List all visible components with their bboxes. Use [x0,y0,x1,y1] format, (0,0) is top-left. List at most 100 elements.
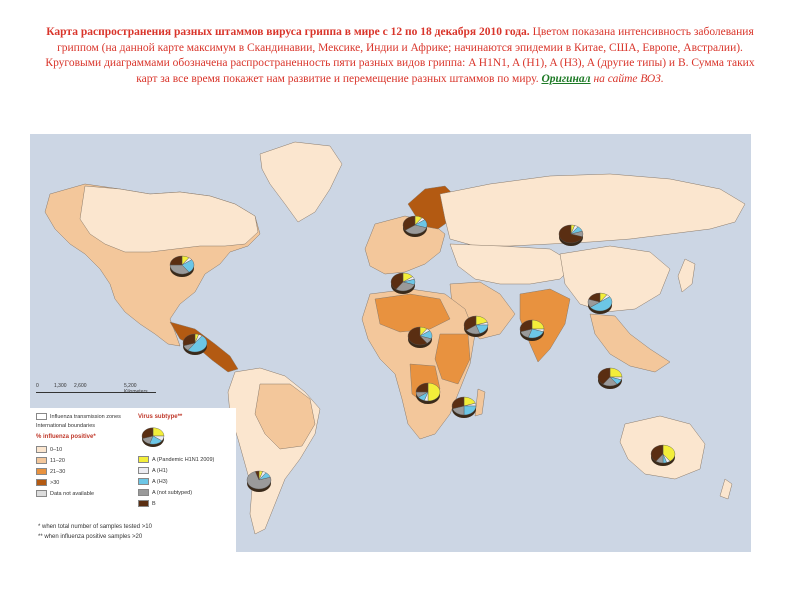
pie-europe [390,272,416,294]
map-caption: Карта распространения разных штаммов вир… [40,25,760,87]
new-zealand-shape [719,478,733,500]
range-swatch [36,490,47,497]
pie-south-america [246,470,272,492]
caption-text: Цветом показана интенсивность заболевани… [45,26,755,85]
subtype-swatch [138,478,149,485]
southeast-asia-shape [589,313,671,373]
subtype-swatch [138,489,149,496]
subtype-label: A (not subtyped) [152,489,193,496]
range-swatch [36,457,47,464]
legend-subtype-3: A (not subtyped) [138,489,192,496]
pie-north-africa [407,326,433,348]
pie-slice [152,427,165,437]
pie-slice [255,470,260,481]
pie-slice [169,255,183,266]
pie-layer [169,215,676,492]
pie-slice [169,264,190,275]
pie-usa [169,255,195,277]
scale-tick-2: 2,600 [74,383,87,389]
legend-zones: Influenza transmission zones [36,413,121,420]
legend-subtype-1: A (H1) [138,467,168,474]
brazil-shape [254,383,316,450]
zones-label: Influenza transmission zones [50,413,121,420]
caption-title: Карта распространения разных штаммов вир… [46,26,530,38]
subtype-label: A (H1) [152,467,168,474]
subtype-label: A (Pandemic H1N1 2009) [152,456,215,463]
pie-middle-east [463,315,489,337]
pie-slice [662,444,676,462]
pie-west-africa [415,382,441,404]
zones-swatch [36,413,47,420]
central-asia-shape [449,243,576,285]
legend-range-4: Data not available [36,490,94,497]
scale-tick-0: 0 [36,383,39,389]
legend-range-0: 0–10 [36,446,62,453]
pie-scandinavia [402,215,428,237]
pie-slice [141,427,154,439]
pie-slice [404,224,427,235]
map-legend: Influenza transmission zones Internation… [30,408,236,552]
pie-slice [519,319,533,333]
scale-tick-1: 1,300 [54,383,67,389]
pie-slice [407,326,428,346]
pie-slice [463,315,477,331]
pie-slice [589,296,613,312]
pie-slice [402,215,416,231]
pie-slice [187,335,208,353]
pie-china [587,292,613,314]
subtype-swatch [138,500,149,507]
footnote-2: ** when influenza positive samples >20 [38,534,143,540]
china-shape [559,245,671,313]
boundaries-label: International boundaries [36,423,96,429]
pie-southeast-asia [597,367,623,389]
original-link[interactable]: Оригинал [541,72,591,85]
legend-subtype-0: A (Pandemic H1N1 2009) [138,456,214,463]
pie-slice [588,292,601,303]
range-label: 21–30 [50,468,66,475]
legend-range-1: 11–20 [36,457,65,464]
pie-mexico [182,333,208,355]
positive-title: % influenza positive* [36,434,96,440]
range-label: Data not available [50,490,95,497]
pie-slice [609,367,623,378]
japan-shape [677,258,696,293]
subtype-label: A (H3) [152,478,168,485]
greenland-shape [259,141,343,223]
scale-line [36,392,156,396]
canada-shape [79,185,259,253]
pie-east-africa [451,396,477,418]
range-swatch [36,446,47,453]
pie-slice [650,444,664,462]
pie-india [519,319,545,341]
pie-slice [531,319,545,330]
legend-range-3: >30 [36,479,59,486]
range-swatch [36,479,47,486]
pie-russia [558,224,584,246]
legend-boundaries: International boundaries [36,423,95,429]
legend-pie [141,427,165,447]
subtype-swatch [138,456,149,463]
pie-slice [558,224,583,244]
footnote-1: * when total number of samples tested >1… [38,524,152,530]
legend-subtype-4: B [138,500,156,507]
range-label: 0–10 [50,446,63,453]
range-label: 11–20 [50,457,65,464]
pie-australia [650,444,676,466]
world-map: 0 1,300 2,600 5,200 Kilometers Influenza… [30,134,751,552]
pie-slice [246,471,272,490]
pie-slice [597,367,611,385]
pie-slice [451,396,465,410]
legend-range-2: 21–30 [36,468,65,475]
pie-slice [182,333,196,347]
range-label: >30 [50,479,60,486]
subtype-title: Virus subtype** [138,414,183,420]
north-africa-shape [374,293,451,333]
caption-link-suffix: на сайте ВОЗ. [590,72,664,85]
subtype-swatch [138,467,149,474]
range-swatch [36,468,47,475]
pie-slice [427,382,441,402]
subtype-label: B [152,500,156,507]
legend-pie-sample [141,427,165,447]
pie-slice [415,382,429,393]
pie-slice [390,272,404,290]
